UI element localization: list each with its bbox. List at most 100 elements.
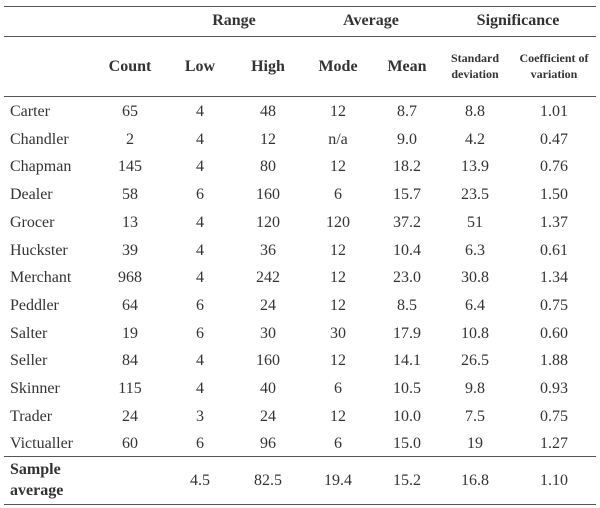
cell-count: 65: [122, 103, 138, 120]
cell-high: 96: [260, 435, 276, 452]
cell-low: 3: [196, 408, 204, 425]
cell-low: 6: [196, 186, 204, 203]
cell-low: 4: [196, 214, 204, 231]
cell-low: 6: [196, 297, 204, 314]
cell-mode: 30: [330, 325, 346, 342]
cell-sd: 13.9: [461, 158, 489, 175]
cell-count: 13: [122, 214, 138, 231]
cell-mode: 12: [330, 242, 346, 259]
summary-cv: 1.10: [540, 472, 568, 489]
cell-low: 4: [196, 352, 204, 369]
cell-mode: 12: [330, 408, 346, 425]
col-header-mode: Mode: [318, 58, 358, 75]
cell-sd: 8.8: [465, 103, 485, 120]
cell-count: 64: [122, 297, 138, 314]
cell-mean: 10.5: [393, 380, 421, 397]
group-header-average: Average: [343, 12, 399, 29]
cell-cv: 0.93: [540, 380, 568, 397]
row-label: Salter: [10, 325, 48, 342]
col-header-cv-line1: Coefficient of: [519, 51, 589, 65]
cell-cv: 0.75: [540, 297, 568, 314]
cell-low: 4: [196, 380, 204, 397]
cell-high: 242: [256, 269, 280, 286]
cell-high: 24: [260, 297, 276, 314]
col-header-sd-line1: Standard: [450, 51, 500, 65]
group-rule: [4, 36, 596, 37]
cell-sd: 4.2: [465, 131, 485, 148]
cell-cv: 0.61: [540, 242, 568, 259]
cell-mean: 23.0: [393, 269, 421, 286]
cell-count: 24: [122, 408, 138, 425]
row-label: Carter: [10, 103, 50, 120]
cell-mean: 37.2: [393, 214, 421, 231]
cell-low: 6: [196, 435, 204, 452]
cell-high: 120: [256, 214, 280, 231]
cell-sd: 7.5: [465, 408, 485, 425]
cell-high: 30: [260, 325, 276, 342]
top-rule: [4, 6, 596, 7]
cell-mode: 12: [330, 103, 346, 120]
cell-low: 4: [196, 158, 204, 175]
cell-count: 19: [122, 325, 138, 342]
cell-high: 24: [260, 408, 276, 425]
cell-mean: 17.9: [393, 325, 421, 342]
row-label: Merchant: [10, 269, 72, 286]
row-label: Trader: [10, 408, 53, 425]
row-label: Skinner: [10, 380, 60, 397]
summary-rule: [4, 456, 596, 457]
cell-count: 145: [118, 158, 142, 175]
cell-cv: 1.01: [540, 103, 568, 120]
summary-low: 4.5: [190, 472, 210, 489]
cell-mode: 12: [330, 352, 346, 369]
cell-mean: 15.0: [393, 435, 421, 452]
group-header-significance: Significance: [476, 12, 560, 29]
row-label: Seller: [10, 352, 48, 369]
cell-count: 115: [118, 380, 142, 397]
col-header-mean: Mean: [387, 58, 427, 75]
cell-mode: 12: [330, 297, 346, 314]
cell-count: 39: [122, 242, 138, 259]
cell-count: 2: [126, 131, 134, 148]
cell-low: 4: [196, 103, 204, 120]
cell-mode: n/a: [328, 131, 348, 148]
row-label: Chandler: [10, 131, 69, 148]
cell-sd: 23.5: [461, 186, 489, 203]
cell-cv: 1.88: [540, 352, 568, 369]
summary-high: 82.5: [254, 472, 282, 489]
cell-mode: 120: [326, 214, 350, 231]
cell-mean: 8.7: [397, 103, 417, 120]
cell-count: 84: [122, 352, 138, 369]
cell-high: 36: [260, 242, 276, 259]
cell-high: 40: [260, 380, 276, 397]
row-label: Chapman: [10, 158, 72, 175]
summary-mode: 19.4: [324, 472, 352, 489]
cell-sd: 9.8: [465, 380, 485, 397]
cell-low: 6: [196, 325, 204, 342]
cell-mode: 6: [334, 380, 342, 397]
row-label: Grocer: [10, 214, 55, 231]
header-rule: [4, 96, 596, 97]
cell-sd: 6.4: [465, 297, 485, 314]
cell-cv: 1.27: [540, 435, 568, 452]
summary-label-line1: Sample: [10, 461, 61, 478]
col-header-low: Low: [184, 58, 216, 75]
cell-sd: 6.3: [465, 242, 485, 259]
cell-cv: 1.34: [540, 269, 568, 286]
row-label: Dealer: [10, 186, 53, 203]
cell-high: 80: [260, 158, 276, 175]
cell-mean: 8.5: [397, 297, 417, 314]
cell-high: 160: [256, 352, 280, 369]
cell-high: 160: [256, 186, 280, 203]
cell-cv: 0.76: [540, 158, 568, 175]
cell-mean: 18.2: [393, 158, 421, 175]
cell-mean: 14.1: [393, 352, 421, 369]
col-header-sd-line2: deviation: [451, 67, 499, 81]
cell-mean: 15.7: [393, 186, 421, 203]
cell-mean: 10.0: [393, 408, 421, 425]
cell-count: 60: [122, 435, 138, 452]
summary-mean: 15.2: [393, 472, 421, 489]
cell-high: 48: [260, 103, 276, 120]
bottom-rule: [4, 504, 596, 505]
cell-high: 12: [260, 131, 276, 148]
cell-mode: 12: [330, 158, 346, 175]
